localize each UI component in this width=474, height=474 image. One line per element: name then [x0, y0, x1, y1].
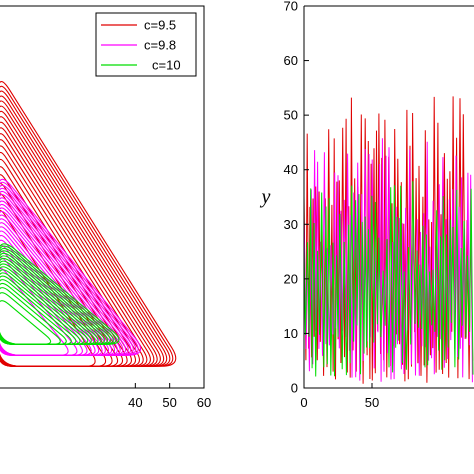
phase-portrait-series	[0, 81, 177, 367]
right-y-tick-label: 0	[291, 381, 298, 396]
phase-series-2	[0, 243, 120, 345]
left-panel: 40 50 60 c=9.5 c=9.8 c=10	[0, 5, 211, 410]
right-y-tick-label: 30	[284, 217, 298, 232]
right-x-tick-label: 50	[365, 395, 379, 410]
phase-orbit-loop	[0, 243, 120, 345]
right-y-tick-label: 60	[284, 53, 298, 68]
right-y-tick-label: 50	[284, 108, 298, 123]
legend: c=9.5 c=9.8 c=10	[95, 12, 197, 77]
left-x-tick-label: 40	[128, 395, 142, 410]
y-axis-label: y	[260, 186, 271, 208]
time-series	[304, 96, 474, 384]
time-series-line-2	[304, 181, 474, 377]
right-y-tick-label: 10	[284, 326, 298, 341]
right-axis-ticks: 0 10 20 30 40 50 60 70 0 50	[284, 0, 380, 410]
right-x-tick-label: 0	[300, 395, 307, 410]
right-y-tick-label: 20	[284, 271, 298, 286]
left-x-ticks: 40 50 60	[128, 383, 211, 410]
phase-orbit-loop	[0, 178, 142, 356]
legend-label-c95: c=9.5	[144, 18, 176, 33]
right-panel: 0 10 20 30 40 50 60 70 0 50 y	[260, 0, 474, 410]
phase-series-1	[0, 178, 142, 356]
left-x-tick-label: 60	[197, 395, 211, 410]
right-y-tick-label: 70	[284, 0, 298, 14]
legend-label-c98: c=9.8	[144, 38, 176, 53]
phase-series-0	[0, 81, 177, 367]
right-y-tick-label: 40	[284, 162, 298, 177]
phase-orbit-loop	[0, 81, 177, 367]
legend-label-c10: c=10	[152, 58, 181, 73]
left-x-tick-label: 50	[162, 395, 176, 410]
left-plot-frame	[0, 5, 205, 389]
